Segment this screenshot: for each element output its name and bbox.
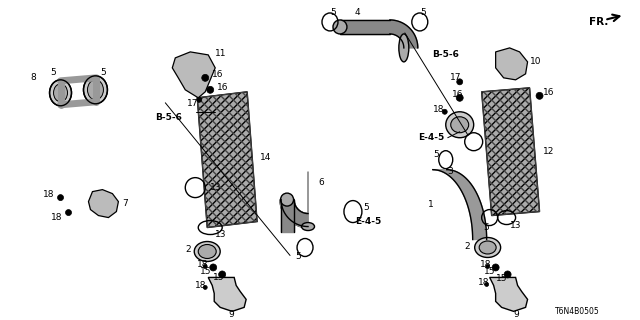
Circle shape	[204, 264, 207, 268]
Text: 12: 12	[543, 147, 554, 156]
Polygon shape	[482, 88, 540, 216]
Circle shape	[442, 109, 447, 114]
Circle shape	[492, 264, 499, 271]
Ellipse shape	[301, 222, 314, 230]
Text: 14: 14	[260, 153, 271, 162]
Text: 18: 18	[479, 260, 491, 269]
Text: 16: 16	[452, 90, 463, 99]
Text: 5: 5	[420, 8, 426, 18]
Circle shape	[486, 264, 490, 268]
Polygon shape	[495, 48, 527, 80]
Text: B-5-6: B-5-6	[432, 50, 459, 60]
Text: B-5-6: B-5-6	[156, 113, 182, 122]
Polygon shape	[88, 190, 118, 218]
Text: 15: 15	[200, 267, 212, 276]
Text: T6N4B0505: T6N4B0505	[554, 307, 599, 316]
Ellipse shape	[280, 193, 294, 206]
Polygon shape	[281, 200, 294, 232]
Ellipse shape	[333, 20, 347, 34]
Circle shape	[457, 79, 463, 85]
Circle shape	[536, 92, 543, 99]
Text: 15: 15	[495, 274, 507, 283]
Polygon shape	[490, 277, 527, 311]
Text: 4: 4	[355, 8, 360, 18]
Circle shape	[65, 210, 72, 216]
Circle shape	[484, 283, 489, 286]
Text: 18: 18	[51, 213, 62, 222]
Text: 7: 7	[122, 199, 128, 208]
Text: 13: 13	[210, 183, 221, 192]
Text: FR.: FR.	[589, 17, 609, 27]
Circle shape	[210, 264, 217, 271]
Text: 15: 15	[213, 273, 225, 282]
Text: 16: 16	[543, 88, 554, 97]
Circle shape	[504, 271, 511, 278]
Text: 16: 16	[212, 70, 224, 79]
Text: 5: 5	[434, 150, 440, 159]
Text: 2: 2	[185, 245, 191, 254]
Text: 18: 18	[195, 281, 207, 290]
Text: 2: 2	[465, 242, 470, 251]
Text: E-4-5: E-4-5	[355, 217, 381, 226]
Text: 9: 9	[228, 310, 234, 319]
Text: 5: 5	[295, 252, 301, 261]
Polygon shape	[197, 92, 257, 228]
Text: 10: 10	[529, 57, 541, 66]
Text: 8: 8	[31, 73, 36, 82]
Text: 18: 18	[477, 278, 489, 287]
Text: 15: 15	[484, 267, 495, 276]
Ellipse shape	[195, 242, 220, 261]
Ellipse shape	[54, 84, 67, 102]
Polygon shape	[280, 172, 308, 228]
Circle shape	[219, 271, 226, 278]
Circle shape	[202, 74, 209, 81]
Polygon shape	[281, 200, 308, 227]
Text: 5: 5	[100, 68, 106, 77]
Text: 18: 18	[433, 105, 444, 114]
Text: 17: 17	[188, 99, 199, 108]
Text: 13: 13	[509, 221, 521, 230]
Polygon shape	[390, 20, 418, 48]
Ellipse shape	[83, 76, 108, 104]
Text: 5: 5	[484, 223, 490, 232]
Ellipse shape	[198, 244, 216, 259]
Text: 3: 3	[448, 167, 454, 176]
Text: 5: 5	[330, 8, 336, 18]
Text: 5: 5	[363, 203, 369, 212]
Circle shape	[58, 195, 63, 201]
Text: 1: 1	[428, 200, 433, 209]
Text: 6: 6	[318, 178, 324, 187]
Text: 18: 18	[43, 190, 54, 199]
Text: E-4-5: E-4-5	[418, 133, 444, 142]
Text: 13: 13	[215, 230, 227, 239]
Polygon shape	[433, 170, 486, 239]
Ellipse shape	[399, 34, 409, 62]
Ellipse shape	[451, 117, 468, 133]
Ellipse shape	[475, 237, 500, 258]
Circle shape	[207, 86, 214, 93]
Text: 5: 5	[51, 68, 56, 77]
Text: 11: 11	[215, 49, 227, 58]
Ellipse shape	[445, 112, 474, 138]
Text: 16: 16	[217, 83, 228, 92]
Ellipse shape	[479, 241, 496, 254]
Text: 9: 9	[514, 310, 519, 319]
Circle shape	[456, 94, 463, 101]
Text: 18: 18	[197, 260, 209, 269]
Circle shape	[196, 97, 202, 102]
Circle shape	[204, 285, 207, 289]
Polygon shape	[172, 52, 215, 98]
Polygon shape	[208, 277, 246, 311]
Text: 17: 17	[450, 73, 461, 82]
Ellipse shape	[88, 80, 104, 100]
Ellipse shape	[49, 80, 72, 106]
Polygon shape	[340, 20, 390, 34]
